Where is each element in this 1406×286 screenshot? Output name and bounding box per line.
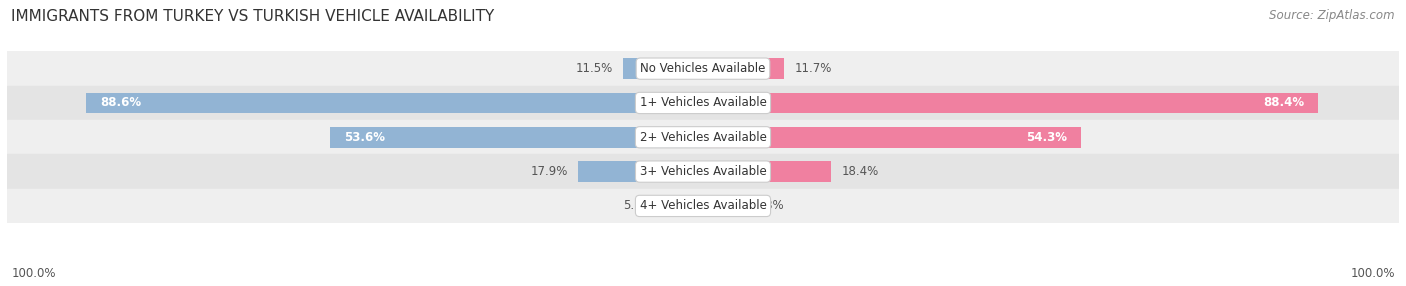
- Text: 100.0%: 100.0%: [1350, 267, 1395, 280]
- Text: 11.5%: 11.5%: [575, 62, 613, 75]
- Bar: [7, 189, 1399, 223]
- Text: Source: ZipAtlas.com: Source: ZipAtlas.com: [1270, 9, 1395, 21]
- Text: 18.4%: 18.4%: [842, 165, 879, 178]
- Bar: [7, 154, 1399, 189]
- Bar: [86, 93, 703, 113]
- Text: 5.8%: 5.8%: [754, 199, 783, 212]
- Bar: [703, 93, 1319, 113]
- Bar: [703, 161, 831, 182]
- Text: 100.0%: 100.0%: [11, 267, 56, 280]
- Bar: [7, 51, 1399, 86]
- Text: 5.7%: 5.7%: [623, 199, 652, 212]
- Text: 4+ Vehicles Available: 4+ Vehicles Available: [640, 199, 766, 212]
- Text: 17.9%: 17.9%: [530, 165, 568, 178]
- Text: 88.6%: 88.6%: [100, 96, 142, 110]
- Bar: [7, 86, 1399, 120]
- Bar: [703, 58, 785, 79]
- Text: No Vehicles Available: No Vehicles Available: [640, 62, 766, 75]
- Bar: [578, 161, 703, 182]
- Text: 1+ Vehicles Available: 1+ Vehicles Available: [640, 96, 766, 110]
- Legend: Immigrants from Turkey, Turkish: Immigrants from Turkey, Turkish: [576, 284, 830, 286]
- Text: IMMIGRANTS FROM TURKEY VS TURKISH VEHICLE AVAILABILITY: IMMIGRANTS FROM TURKEY VS TURKISH VEHICL…: [11, 9, 495, 23]
- Text: 54.3%: 54.3%: [1026, 131, 1067, 144]
- Text: 2+ Vehicles Available: 2+ Vehicles Available: [640, 131, 766, 144]
- Bar: [7, 120, 1399, 154]
- Bar: [664, 196, 703, 216]
- Bar: [703, 196, 744, 216]
- Text: 3+ Vehicles Available: 3+ Vehicles Available: [640, 165, 766, 178]
- Bar: [703, 127, 1081, 148]
- Text: 88.4%: 88.4%: [1263, 96, 1305, 110]
- Bar: [623, 58, 703, 79]
- Text: 53.6%: 53.6%: [344, 131, 385, 144]
- Text: 11.7%: 11.7%: [794, 62, 832, 75]
- Bar: [330, 127, 703, 148]
